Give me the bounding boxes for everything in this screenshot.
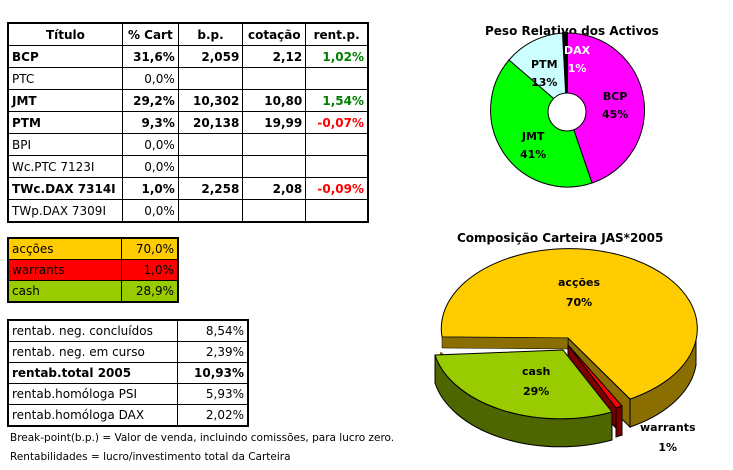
cell-bp: 10,302 bbox=[177, 89, 244, 112]
return-value: 5,93% bbox=[177, 383, 248, 405]
alloc-value: 28,9% bbox=[121, 280, 178, 302]
cell-rent: -0,09% bbox=[305, 177, 368, 200]
label-accoes: acções 70% bbox=[558, 276, 601, 309]
cell-cotacao: 2,12 bbox=[242, 45, 307, 68]
cell-titulo: PTM bbox=[8, 111, 123, 134]
table-row: rentab.homóloga DAX 2,02% bbox=[7, 404, 248, 426]
alloc-label: warrants bbox=[7, 259, 123, 281]
note-returns: Rentabilidades = lucro/investimento tota… bbox=[10, 451, 291, 463]
slice-cash bbox=[434, 349, 613, 420]
holdings-header-row: Título % Cart b.p. cotação rent.p. bbox=[8, 23, 368, 46]
slice-dax bbox=[561, 31, 568, 111]
cell-cart: 0,0% bbox=[121, 199, 179, 222]
holdings-table: Título % Cart b.p. cotação rent.p. BCP 3… bbox=[7, 22, 369, 223]
chart2-title: Composição Carteira JAS*2005 bbox=[457, 231, 664, 245]
return-label: rentab.total 2005 bbox=[7, 362, 179, 384]
cell-cart: 0,0% bbox=[121, 155, 179, 178]
cell-cotacao: 10,80 bbox=[242, 89, 307, 112]
returns-table: rentab. neg. concluídos 8,54% rentab. ne… bbox=[7, 319, 249, 427]
table-row: rentab.total 2005 10,93% bbox=[7, 362, 248, 384]
return-value: 10,93% bbox=[177, 362, 248, 384]
allocation-table: acções 70,0% warrants 1,0% cash 28,9% bbox=[7, 237, 179, 303]
table-row: rentab. neg. concluídos 8,54% bbox=[7, 320, 248, 342]
label-warrants: warrants 1% bbox=[640, 421, 696, 454]
return-label: rentab. neg. em curso bbox=[7, 341, 179, 363]
label-ptm: PTM 13% bbox=[531, 58, 558, 89]
note-breakpoint: Break-point(b.p.) = Valor de venda, incl… bbox=[10, 432, 395, 444]
cell-titulo: TWc.DAX 7314I bbox=[8, 177, 123, 200]
label-dax: DAX 1% bbox=[564, 44, 591, 75]
alloc-label: cash bbox=[7, 280, 123, 302]
cell-rent: -0,07% bbox=[305, 111, 368, 134]
table-row: rentab.homóloga PSI 5,93% bbox=[7, 383, 248, 405]
return-label: rentab.homóloga PSI bbox=[7, 383, 179, 405]
label-cash: cash 29% bbox=[522, 365, 551, 398]
cell-cart: 29,2% bbox=[121, 89, 179, 112]
slice-bcp bbox=[566, 32, 645, 184]
cell-cotacao bbox=[242, 199, 307, 222]
table-row: Wc.PTC 7123I 0,0% bbox=[8, 155, 368, 178]
table-row: BPI 0,0% bbox=[8, 133, 368, 156]
table-row: TWc.DAX 7314I 1,0% 2,258 2,08 -0,09% bbox=[8, 177, 368, 200]
cell-rent: 1,02% bbox=[305, 45, 368, 68]
table-row: cash 28,9% bbox=[7, 280, 178, 302]
label-jmt: JMT 41% bbox=[520, 130, 547, 161]
table-row: TWp.DAX 7309I 0,0% bbox=[8, 199, 368, 222]
cell-rent bbox=[305, 199, 368, 222]
cell-titulo: TWp.DAX 7309I bbox=[8, 199, 123, 222]
label-bcp: BCP 45% bbox=[602, 90, 629, 121]
return-value: 2,02% bbox=[177, 404, 248, 426]
table-row: acções 70,0% bbox=[7, 238, 178, 260]
chart1-title: Peso Relativo dos Activos bbox=[485, 24, 659, 38]
header-rent: rent.p. bbox=[305, 23, 368, 46]
slice-accoes bbox=[440, 248, 698, 400]
cell-cart: 9,3% bbox=[121, 111, 179, 134]
table-row: warrants 1,0% bbox=[7, 259, 178, 281]
return-label: rentab.homóloga DAX bbox=[7, 404, 179, 426]
cell-titulo: JMT bbox=[8, 89, 123, 112]
cell-rent: 1,54% bbox=[305, 89, 368, 112]
table-row: JMT 29,2% 10,302 10,80 1,54% bbox=[8, 89, 368, 112]
table-row: PTC 0,0% bbox=[8, 67, 368, 90]
table-row: rentab. neg. em curso 2,39% bbox=[7, 341, 248, 363]
slice-jmt bbox=[490, 59, 593, 188]
doughnut-hole bbox=[547, 92, 587, 132]
table-row: BCP 31,6% 2,059 2,12 1,02% bbox=[8, 45, 368, 68]
